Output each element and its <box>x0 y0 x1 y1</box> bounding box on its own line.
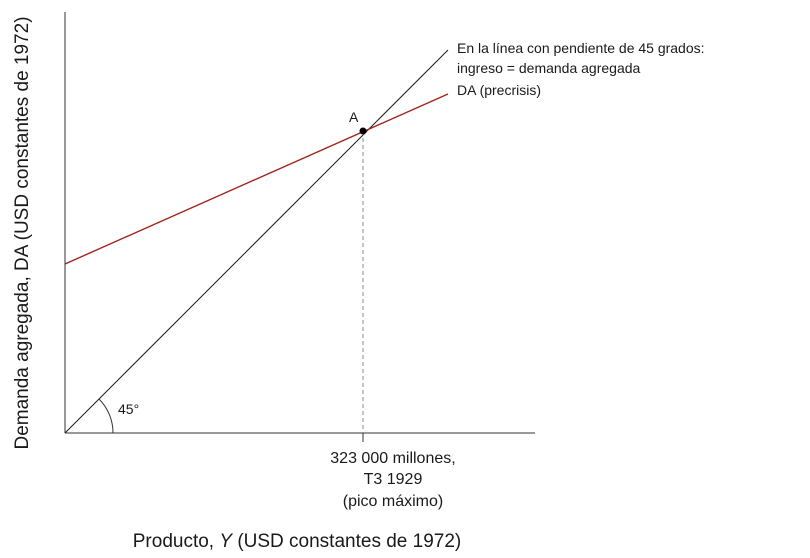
point-a-label: A <box>349 109 359 125</box>
x-tick-label-line3: (pico máximo) <box>343 493 443 510</box>
x-axis-title-suffix: (USD constantes de 1972) <box>232 531 461 552</box>
angle-arc <box>98 398 114 434</box>
aggregate-demand-line <box>64 93 449 265</box>
x-axis-title-symbol: Y <box>219 531 233 552</box>
ad-line-label: DA (precrisis) <box>457 82 541 98</box>
x-axis-title: Producto, Y (USD constantes de 1972) <box>133 531 461 552</box>
y-axis-title: Demanda agregada, DA (USD constantes de … <box>12 16 33 449</box>
x-tick-label-line1: 323 000 millones, <box>330 450 455 467</box>
angle-label: 45° <box>118 401 139 417</box>
line-45-label-line1: En la línea con pendiente de 45 grados: <box>457 40 705 56</box>
point-a-marker <box>359 127 367 135</box>
line-45-degree <box>64 49 449 434</box>
line-45-label-line2: ingreso = demanda agregada <box>457 60 641 76</box>
x-axis-title-prefix: Producto, <box>133 531 220 552</box>
x-tick-label-line2: T3 1929 <box>364 471 423 488</box>
